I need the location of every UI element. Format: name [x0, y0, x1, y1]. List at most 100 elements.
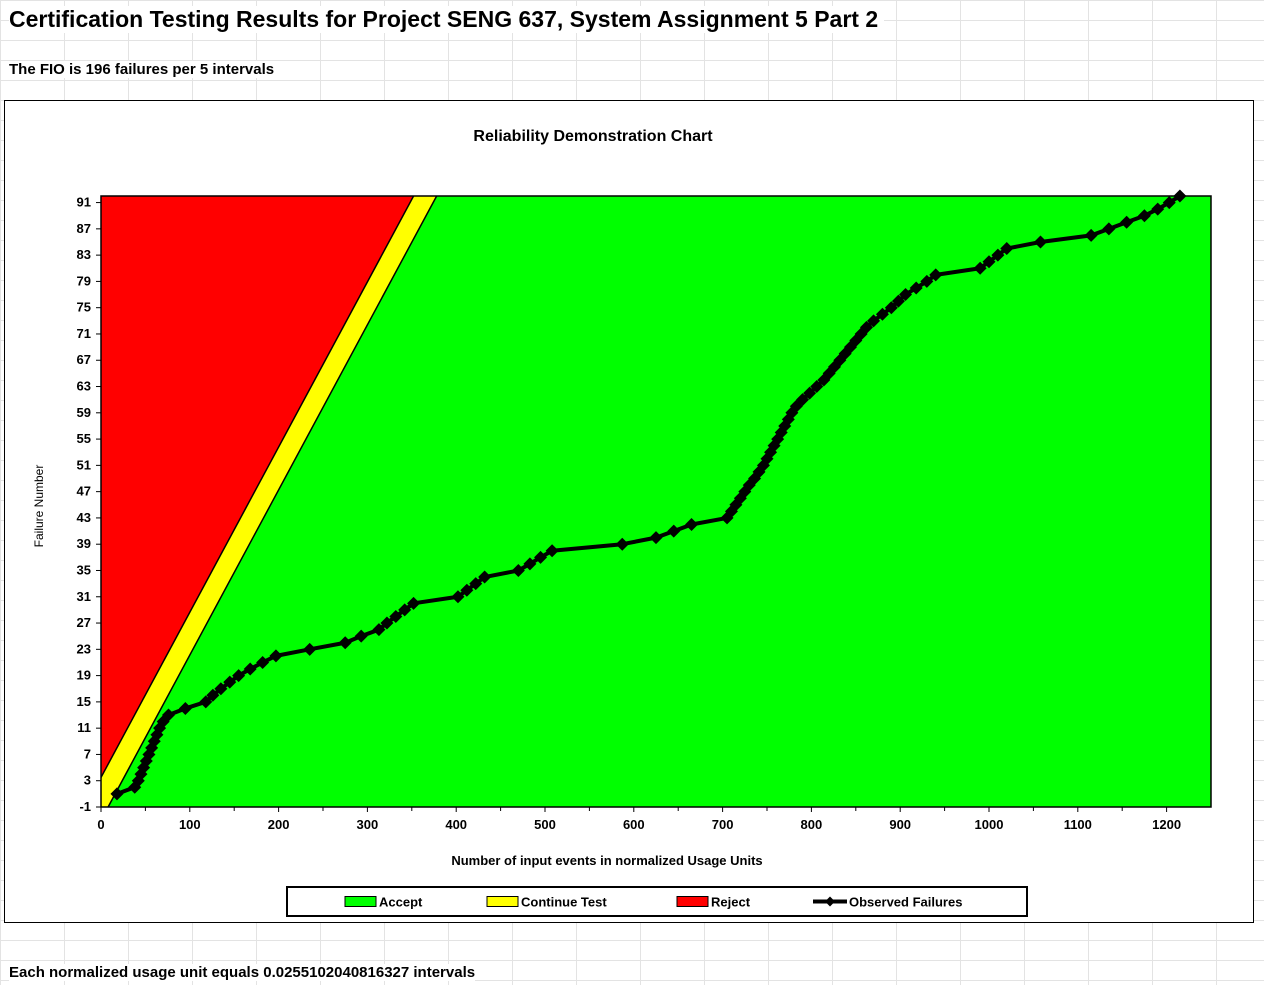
y-tick-label: -1 — [79, 799, 91, 814]
observed-failure-point — [269, 649, 283, 663]
observed-failure-point — [973, 261, 987, 275]
legend-continue-test: Continue Test — [486, 895, 607, 910]
x-tick-label: 900 — [889, 817, 911, 832]
observed-failure-point — [867, 314, 881, 328]
legend-observed-failures-label: Observed Failures — [849, 895, 962, 910]
legend-reject-label: Reject — [711, 895, 751, 910]
observed-failure-point — [199, 695, 213, 709]
accept-boundary-line — [107, 196, 438, 807]
observed-failure-point — [1137, 209, 1151, 223]
observed-failure-point — [899, 288, 913, 302]
observed-failure-point — [1000, 242, 1014, 256]
observed-failure-point — [256, 655, 270, 669]
observed-failure-point — [303, 642, 317, 656]
observed-failure-point — [649, 531, 663, 545]
observed-failure-point — [478, 570, 492, 584]
y-tick-label: 91 — [77, 195, 91, 210]
y-axis-label: Failure Number — [32, 465, 46, 548]
legend-reject: Reject — [676, 895, 751, 910]
observed-failure-point — [110, 787, 124, 801]
observed-failure-point — [223, 675, 237, 689]
observed-failure-point — [460, 583, 474, 597]
observed-failure-point — [206, 688, 220, 702]
observed-failure-point — [534, 550, 548, 564]
observed-failure-point — [214, 682, 228, 696]
observed-failure-point — [891, 294, 905, 308]
legend-accept-label: Accept — [379, 895, 423, 910]
plot-area: -1 3 7 11 15 19 23 27 31 35 39 43 47 51 55 59 63 67 71 75 79… — [77, 189, 1212, 832]
legend-observed-failures-marker — [825, 896, 835, 907]
observed-failure-point — [372, 623, 386, 637]
observed-failure-point — [803, 386, 817, 400]
y-tick-label: 3 — [84, 773, 91, 788]
observed-failure-point — [232, 669, 246, 683]
observed-failure-point — [920, 274, 934, 288]
observed-failure-point — [1034, 235, 1048, 249]
observed-failure-point — [875, 307, 889, 321]
observed-failure-point — [810, 380, 824, 394]
legend-accept: Accept — [344, 895, 423, 910]
observed-failure-point — [545, 544, 559, 558]
y-tick-label: 11 — [77, 720, 91, 735]
legend-box — [286, 886, 1028, 917]
observed-failure-point — [884, 301, 898, 315]
y-tick-label: 59 — [77, 405, 91, 420]
y-tick-label: 43 — [77, 510, 91, 525]
y-tick-label: 87 — [77, 221, 91, 236]
x-tick-label: 1000 — [975, 817, 1004, 832]
x-tick-label: 700 — [712, 817, 734, 832]
legend-accept-swatch — [344, 896, 377, 907]
observed-failure-point — [407, 596, 421, 610]
x-tick-label: 600 — [623, 817, 645, 832]
x-tick-label: 800 — [801, 817, 823, 832]
y-tick-label: 55 — [77, 431, 91, 446]
y-tick-label: 83 — [77, 247, 91, 262]
observed-failure-point — [178, 701, 192, 715]
y-tick-label: 79 — [77, 273, 91, 288]
x-tick-label: 1100 — [1064, 817, 1092, 832]
sheet-title: Certification Testing Results for Projec… — [9, 6, 885, 33]
observed-failure-point — [685, 517, 699, 531]
observed-failure-point — [1162, 196, 1176, 210]
observed-failure-point — [354, 629, 368, 643]
reliability-demonstration-chart: Reliability Demonstration Chart Failure … — [32, 128, 1212, 917]
observed-failure-point — [796, 393, 810, 407]
region-layer — [101, 196, 1211, 807]
y-tick-label: 35 — [77, 562, 91, 577]
y-tick-label: 51 — [77, 457, 91, 472]
observed-failure-point — [615, 537, 629, 551]
observed-failure-point — [1102, 222, 1116, 236]
observed-failure-point — [991, 248, 1005, 262]
y-tick-label: 75 — [77, 300, 91, 315]
observed-failure-point — [398, 603, 412, 617]
reject-boundary-line — [101, 196, 415, 778]
y-tick-label: 23 — [77, 641, 91, 656]
observed-failure-point — [451, 590, 465, 604]
chart-frame[interactable]: Reliability Demonstration Chart Failure … — [4, 100, 1254, 923]
x-tick-label: 0 — [97, 817, 104, 832]
legend: Accept Continue Test Reject Observed Failur… — [286, 886, 1028, 917]
y-tick-label: 7 — [84, 746, 91, 761]
observed-failure-point — [380, 616, 394, 630]
y-tick-label: 31 — [77, 589, 91, 604]
observed-failure-point — [909, 281, 923, 295]
y-tick-label: 39 — [77, 536, 91, 551]
y-tick-label: 47 — [77, 484, 91, 499]
observed-failure-point — [338, 636, 352, 650]
usage-unit-note: Each normalized usage unit equals 0.0255… — [9, 964, 476, 981]
observed-failure-point — [1084, 228, 1098, 242]
legend-continue-test-swatch — [486, 896, 519, 907]
y-tick-label: 67 — [77, 352, 91, 367]
observed-failure-point — [523, 557, 537, 571]
observed-failure-point — [469, 577, 483, 591]
observed-failure-point — [243, 662, 257, 676]
x-tick-label: 200 — [268, 817, 290, 832]
observed-failure-point — [929, 268, 943, 282]
legend-continue-test-label: Continue Test — [521, 895, 607, 910]
observed-failure-point — [859, 320, 873, 334]
x-tick-label: 500 — [534, 817, 556, 832]
observed-failure-point — [1120, 215, 1134, 229]
x-tick-label: 1200 — [1152, 817, 1181, 832]
legend-reject-swatch — [676, 896, 709, 907]
observed-failure-point — [389, 609, 403, 623]
